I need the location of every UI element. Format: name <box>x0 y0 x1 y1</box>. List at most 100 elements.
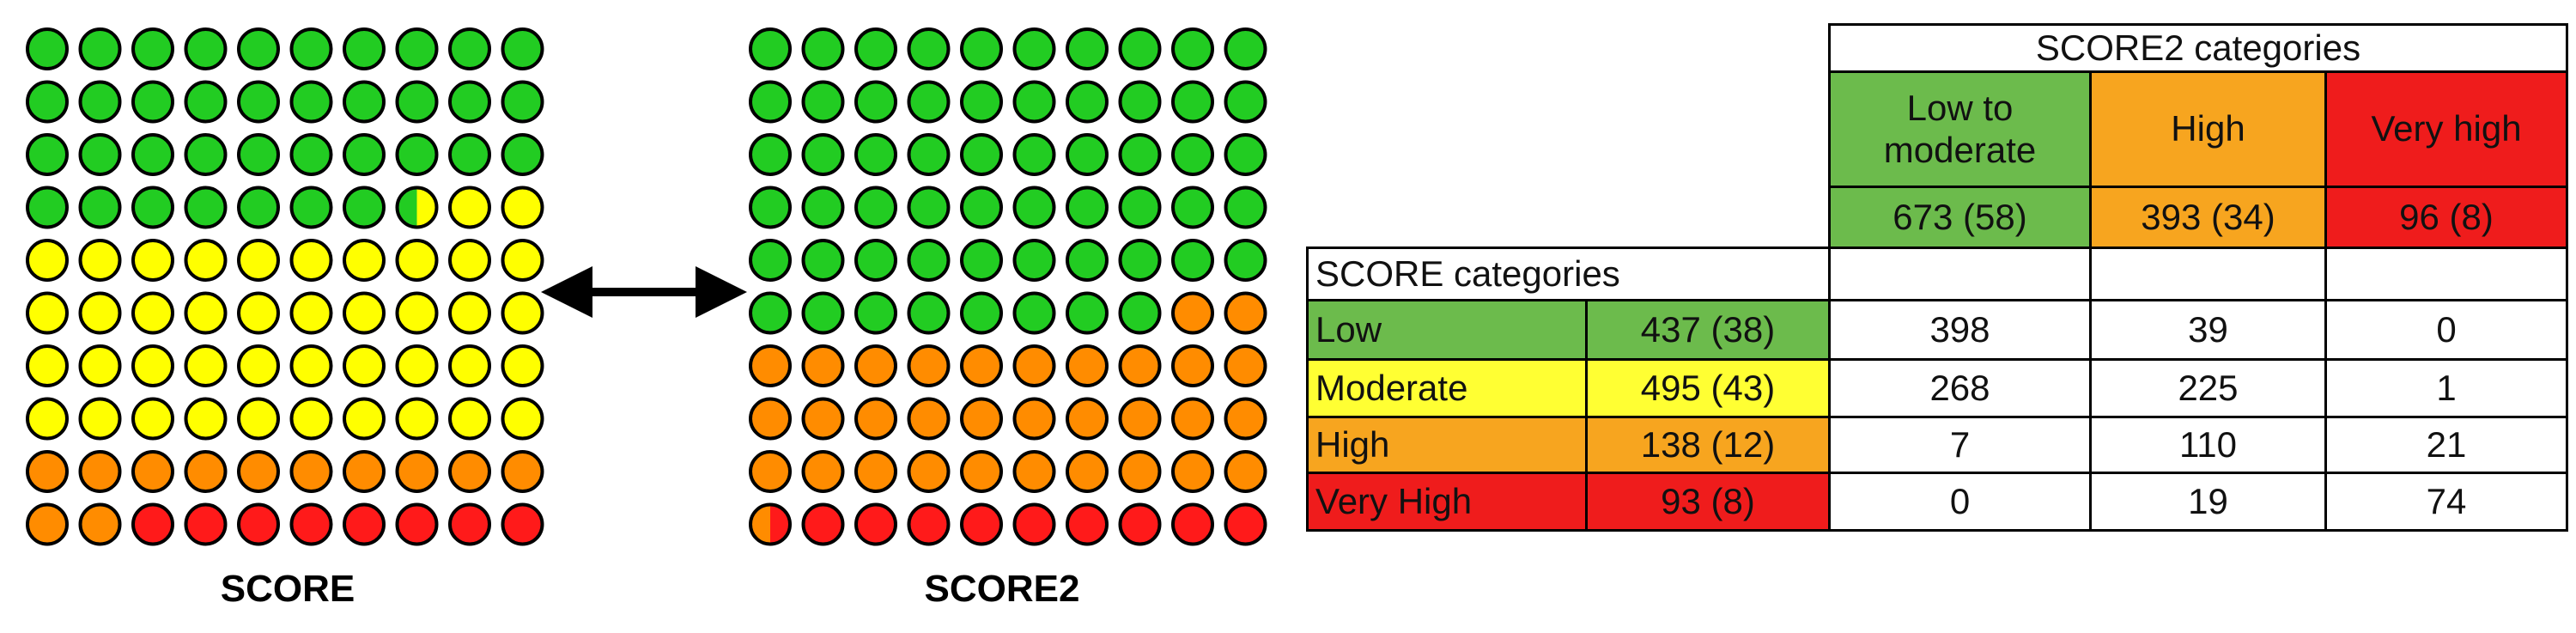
dot-outline <box>1012 450 1056 493</box>
waffle-dot <box>450 82 489 122</box>
dot-outline <box>501 450 544 493</box>
waffle-dot <box>344 346 384 386</box>
waffle-dot <box>80 504 120 545</box>
waffle-dot <box>133 504 173 545</box>
waffle-dot <box>750 293 790 333</box>
dot-outline <box>801 186 845 229</box>
dot-outline <box>907 27 951 70</box>
dot-outline <box>184 133 228 176</box>
dot-outline <box>184 344 228 387</box>
dot-outline <box>907 133 951 176</box>
dot-outline <box>289 186 333 229</box>
waffle-dot <box>1173 240 1212 280</box>
dot-outline <box>289 80 333 124</box>
waffle-dot <box>803 82 843 122</box>
waffle-dot <box>344 504 384 545</box>
waffle-dot <box>502 452 543 491</box>
waffle-dot <box>80 240 120 280</box>
waffle-dot <box>750 29 790 69</box>
dot-outline <box>78 450 122 493</box>
waffle-dot <box>133 399 173 439</box>
dot-outline <box>26 80 69 124</box>
dot-outline <box>78 133 122 176</box>
waffle-dot <box>185 452 226 491</box>
dot-outline <box>801 133 845 176</box>
dot-outline <box>343 133 386 176</box>
waffle-dot <box>856 346 896 386</box>
dot-outline <box>1224 133 1267 176</box>
dot-outline <box>1012 344 1056 387</box>
waffle-dot <box>450 504 489 545</box>
waffle-dot <box>397 135 437 174</box>
waffle-dot <box>1173 346 1212 386</box>
waffle-dot <box>1067 29 1107 69</box>
dot-outline <box>1066 397 1109 441</box>
waffle-dot <box>962 504 1001 545</box>
dot-outline <box>395 133 439 176</box>
waffle-dot <box>397 293 437 333</box>
dot-outline <box>801 80 845 124</box>
dot-outline <box>26 291 69 335</box>
dot-outline <box>131 80 174 124</box>
waffle-dot <box>962 82 1001 122</box>
waffle-dot <box>803 346 843 386</box>
dot-outline <box>184 239 228 282</box>
waffle-dot <box>344 399 384 439</box>
dot-outline <box>78 27 122 70</box>
dot-outline <box>395 80 439 124</box>
dot-outline <box>131 450 174 493</box>
table-cell: 398 <box>1828 299 2092 361</box>
waffle-dot <box>1173 187 1212 228</box>
dot-outline <box>289 239 333 282</box>
dot-outline <box>749 291 792 335</box>
waffle-dot <box>1225 293 1266 333</box>
dot-outline <box>343 239 386 282</box>
dot-outline <box>960 133 1003 176</box>
empty-cell <box>1828 247 2092 301</box>
waffle-dot <box>1173 504 1212 545</box>
dot-outline <box>1066 186 1109 229</box>
waffle-dot <box>1173 399 1212 439</box>
waffle-dot <box>1120 240 1160 280</box>
waffle-dot <box>750 240 790 280</box>
waffle-dot <box>856 82 896 122</box>
waffle-dot <box>133 240 173 280</box>
waffle-dot <box>291 346 331 386</box>
waffle-dot <box>1173 293 1212 333</box>
waffle-dot <box>1067 293 1107 333</box>
dot-outline <box>1224 291 1267 335</box>
column-header: Low to moderate <box>1828 70 2092 188</box>
dot-outline <box>749 239 792 282</box>
dot-outline <box>749 80 792 124</box>
dot-outline <box>1066 450 1109 493</box>
dot-outline <box>854 239 897 282</box>
dot-outline <box>960 27 1003 70</box>
waffle-dot <box>80 346 120 386</box>
dot-outline <box>749 502 792 546</box>
waffle-dot <box>80 293 120 333</box>
waffle-dot <box>1014 29 1054 69</box>
row-label: Moderate <box>1306 358 1588 418</box>
dot-outline <box>131 502 174 546</box>
dot-outline <box>1224 27 1267 70</box>
waffle-dot <box>1067 240 1107 280</box>
dot-outline <box>801 344 845 387</box>
waffle-dot <box>133 452 173 491</box>
waffle-dot <box>1120 82 1160 122</box>
waffle-dot <box>1120 135 1160 174</box>
waffle-dot <box>502 240 543 280</box>
dot-outline <box>1224 186 1267 229</box>
waffle-dot <box>856 452 896 491</box>
waffle-dot <box>1225 504 1266 545</box>
waffle-dot-half <box>750 504 770 545</box>
waffle-dot <box>239 452 278 491</box>
dot-outline <box>343 344 386 387</box>
dot-outline <box>854 450 897 493</box>
waffle-dot <box>1120 346 1160 386</box>
waffle-dot <box>1173 82 1212 122</box>
waffle-dot-half <box>416 187 437 228</box>
dot-outline <box>26 133 69 176</box>
waffle-dot <box>239 187 278 228</box>
dot-outline <box>448 186 491 229</box>
waffle-dot <box>1014 187 1054 228</box>
